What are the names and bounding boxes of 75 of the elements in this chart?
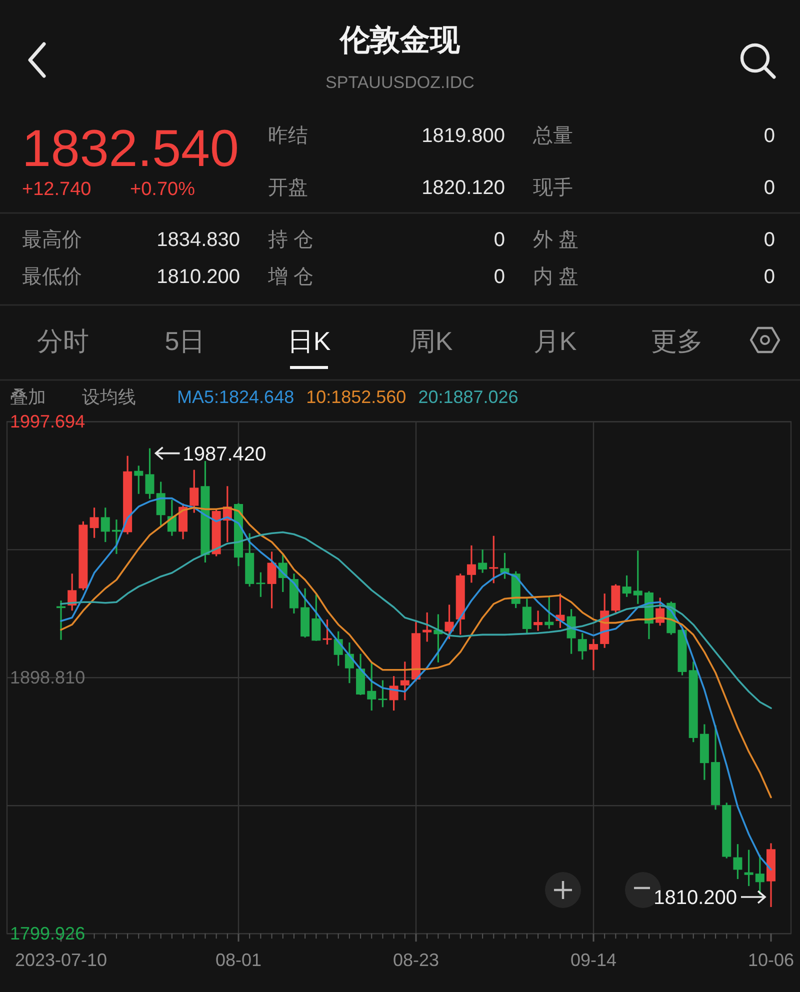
candlestick bbox=[156, 480, 166, 526]
text: 昨结 bbox=[268, 125, 308, 147]
candlestick bbox=[622, 574, 632, 598]
text: 1834.830 bbox=[156, 229, 240, 251]
candlestick bbox=[400, 660, 410, 701]
text: 0 bbox=[764, 177, 775, 199]
text: 叠加 bbox=[10, 387, 46, 407]
text: 开盘 bbox=[268, 177, 308, 199]
text: 1832.540 bbox=[22, 120, 239, 178]
candlestick bbox=[744, 849, 754, 887]
text: 更多 bbox=[651, 326, 703, 356]
candlestick bbox=[589, 638, 598, 671]
text: 0 bbox=[764, 125, 775, 147]
candlestick bbox=[489, 535, 498, 584]
candlestick bbox=[256, 572, 266, 598]
candlestick bbox=[378, 679, 388, 708]
text: +12.740 bbox=[22, 179, 92, 200]
candlestick bbox=[522, 598, 532, 634]
chart-subtitle: SPTAUUSDOZ.IDC bbox=[326, 73, 474, 92]
text: 周K bbox=[409, 326, 454, 356]
candlestick bbox=[145, 447, 154, 500]
candlestick bbox=[422, 612, 432, 642]
x-tick-label: 2023-07-10 bbox=[14, 950, 108, 970]
candlestick bbox=[500, 552, 510, 580]
text: 最高价 bbox=[22, 228, 82, 251]
candlestick bbox=[733, 843, 742, 880]
text: 总量 bbox=[532, 125, 573, 147]
text: 0 bbox=[494, 266, 505, 288]
text: 0 bbox=[494, 229, 505, 251]
y-tick-label: 1898.810 bbox=[10, 668, 86, 688]
text: 1819.800 bbox=[422, 125, 505, 147]
text: +0.70% bbox=[130, 179, 196, 200]
candlestick bbox=[90, 506, 99, 539]
text: 20:1887.026 bbox=[418, 387, 518, 407]
x-tick-label: 08-23 bbox=[392, 950, 440, 970]
text: 0 bbox=[764, 229, 775, 251]
candlestick bbox=[578, 632, 587, 660]
chart-title: 伦敦金现 bbox=[339, 24, 461, 57]
candlestick bbox=[190, 469, 199, 514]
candlestick bbox=[68, 572, 77, 612]
text: MA5:1824.648 bbox=[177, 387, 294, 407]
text: 内 盘 bbox=[533, 266, 579, 288]
x-tick-label: 08-01 bbox=[215, 950, 262, 970]
text: 设均线 bbox=[82, 387, 136, 407]
text: 月K bbox=[533, 326, 578, 356]
candlestick bbox=[534, 610, 543, 632]
candlestick bbox=[633, 550, 642, 605]
y-tick-label: 1997.694 bbox=[10, 412, 86, 432]
candlestick bbox=[56, 600, 66, 641]
candlestick bbox=[322, 618, 332, 646]
text: 增 仓 bbox=[267, 266, 314, 288]
candlestick bbox=[478, 548, 488, 574]
text: 10:1852.560 bbox=[306, 387, 406, 407]
text: 现手 bbox=[533, 177, 573, 199]
text: 外 盘 bbox=[533, 229, 579, 251]
text: 1820.120 bbox=[422, 177, 505, 199]
text: 分时 bbox=[37, 326, 89, 356]
y-tick-label: 1799.926 bbox=[10, 924, 86, 944]
annotation: 1810.200 bbox=[654, 887, 737, 910]
text: 日K bbox=[287, 326, 332, 356]
text: 最低价 bbox=[22, 266, 82, 288]
candlestick bbox=[466, 544, 476, 584]
candlestick bbox=[367, 662, 376, 712]
candlestick bbox=[100, 506, 110, 543]
candlestick bbox=[312, 594, 321, 642]
text: 0 bbox=[764, 266, 775, 288]
text: 1810.200 bbox=[156, 266, 240, 288]
text: 5日 bbox=[164, 326, 206, 356]
candlestick bbox=[134, 464, 144, 495]
candlestick bbox=[267, 550, 276, 610]
x-tick-label: 09-14 bbox=[570, 950, 617, 970]
text: 持 仓 bbox=[268, 229, 314, 251]
x-tick-label: 10-06 bbox=[748, 950, 794, 970]
candlestick bbox=[755, 854, 764, 896]
annotation: 1987.420 bbox=[182, 443, 266, 466]
